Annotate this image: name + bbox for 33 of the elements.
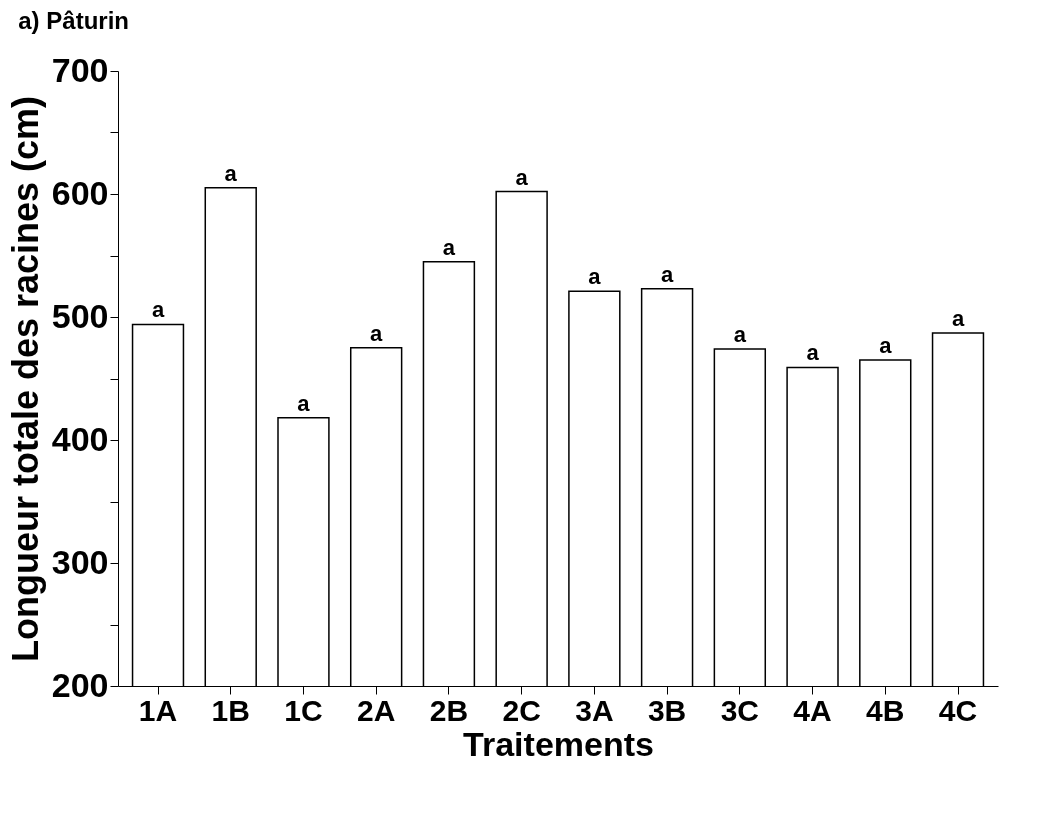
x-tick-label: 3A bbox=[575, 693, 614, 727]
x-tick-label: 2B bbox=[429, 693, 469, 727]
x-axis-title: Traitements bbox=[463, 724, 654, 763]
x-tick-label: 1A bbox=[138, 693, 178, 727]
x-tick-label: 4A bbox=[793, 693, 832, 727]
data-label: a bbox=[660, 261, 674, 287]
data-label: a bbox=[588, 264, 602, 290]
y-axis-title: Longueur totale des racines (cm) bbox=[4, 95, 46, 663]
x-tick-label: 2A bbox=[357, 693, 396, 727]
x-tick-label: 1C bbox=[284, 693, 323, 727]
data-label: a bbox=[151, 297, 165, 323]
y-tick-label: 400 bbox=[51, 419, 109, 458]
data-label: a bbox=[442, 234, 456, 260]
y-tick-label: 600 bbox=[51, 173, 109, 212]
data-label: a bbox=[224, 160, 238, 186]
x-tick-label: 2C bbox=[502, 693, 541, 727]
x-tick-label: 4C bbox=[938, 693, 978, 727]
data-label: a bbox=[733, 321, 747, 347]
data-label: a bbox=[806, 340, 820, 366]
x-tick-label: 3B bbox=[647, 693, 687, 727]
x-tick-label: 4B bbox=[866, 693, 905, 727]
y-tick-label: 300 bbox=[51, 542, 109, 581]
data-label: a bbox=[515, 164, 529, 190]
x-tick-label: 1B bbox=[211, 693, 250, 727]
data-label: a bbox=[879, 333, 893, 359]
data-label: a bbox=[370, 320, 384, 346]
chart-title: a) Pâturin bbox=[18, 7, 129, 34]
data-label: a bbox=[297, 390, 311, 416]
y-tick-label: 500 bbox=[51, 296, 109, 335]
x-tick-label: 3C bbox=[720, 693, 759, 727]
y-tick-label: 200 bbox=[51, 665, 109, 704]
data-label: a bbox=[951, 305, 965, 331]
y-tick-label: 700 bbox=[51, 50, 109, 89]
